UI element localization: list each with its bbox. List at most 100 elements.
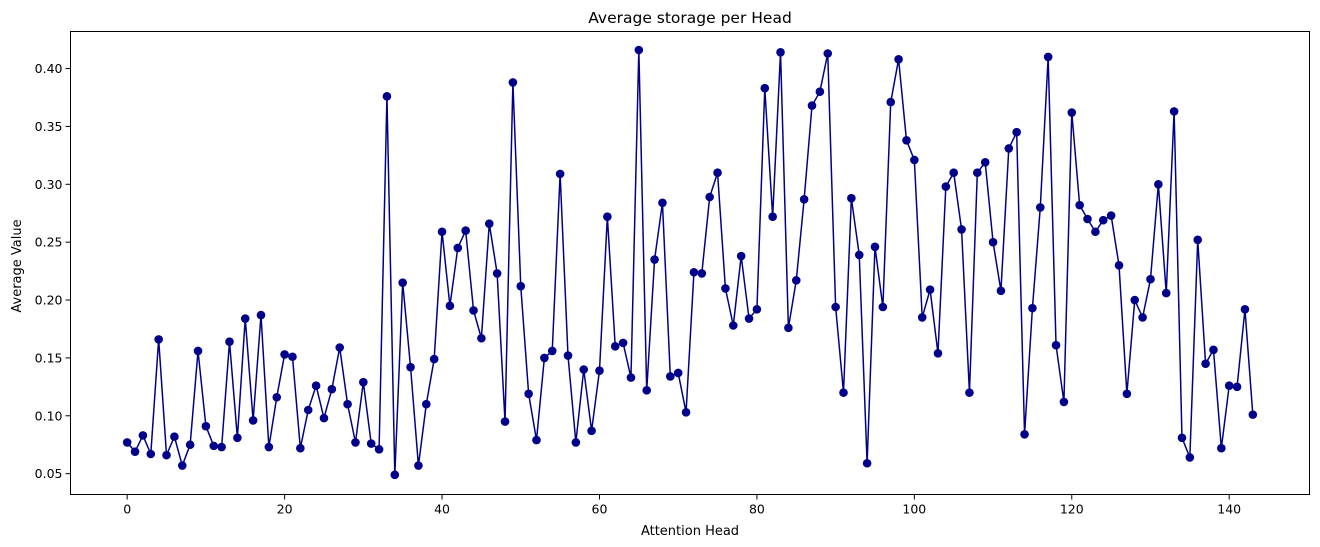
x-axis-ticks: 0 20 40 60 80 100 120 140 bbox=[123, 494, 1241, 517]
data-point bbox=[398, 278, 407, 287]
data-point bbox=[343, 399, 352, 409]
data-point bbox=[185, 440, 195, 450]
data-point bbox=[138, 431, 148, 440]
data-point bbox=[831, 302, 840, 312]
data-point bbox=[610, 342, 620, 351]
data-point bbox=[1130, 295, 1140, 305]
data-point bbox=[957, 225, 966, 234]
data-point bbox=[736, 251, 746, 261]
data-point bbox=[894, 54, 903, 64]
data-point bbox=[209, 441, 219, 451]
data-point bbox=[217, 442, 226, 452]
data-point bbox=[973, 168, 982, 178]
data-point bbox=[752, 305, 762, 314]
data-point bbox=[437, 227, 447, 237]
data-point bbox=[272, 392, 282, 402]
y-tick-label: 0.20 bbox=[35, 293, 63, 308]
data-point bbox=[666, 372, 675, 381]
data-point bbox=[445, 301, 455, 311]
data-point bbox=[248, 416, 258, 425]
data-point bbox=[776, 48, 785, 57]
data-point bbox=[422, 399, 431, 409]
data-point bbox=[626, 373, 636, 382]
x-tick-label: 40 bbox=[434, 502, 450, 517]
data-point bbox=[650, 255, 659, 264]
data-point bbox=[839, 388, 848, 397]
y-axis-label: Average Value bbox=[10, 219, 25, 312]
data-point bbox=[130, 447, 140, 456]
data-point bbox=[791, 276, 801, 285]
data-point bbox=[941, 182, 951, 191]
data-point bbox=[288, 352, 297, 362]
data-point bbox=[689, 267, 699, 277]
data-point bbox=[862, 458, 872, 468]
data-point bbox=[571, 438, 581, 447]
data-point bbox=[642, 386, 652, 395]
data-point bbox=[1232, 382, 1242, 392]
data-point bbox=[815, 87, 825, 96]
data-point bbox=[784, 323, 793, 333]
data-point bbox=[579, 365, 589, 374]
data-point bbox=[154, 335, 163, 344]
data-point bbox=[311, 381, 321, 390]
data-point bbox=[516, 281, 526, 291]
data-point bbox=[500, 417, 510, 426]
data-point bbox=[193, 346, 203, 356]
data-point bbox=[1217, 443, 1226, 453]
data-point bbox=[933, 348, 943, 358]
data-point bbox=[996, 286, 1006, 296]
y-tick-label: 0.35 bbox=[35, 119, 63, 134]
y-tick-label: 0.05 bbox=[35, 466, 63, 481]
data-point bbox=[540, 353, 549, 363]
data-point bbox=[618, 338, 628, 348]
data-point bbox=[327, 384, 337, 394]
data-point bbox=[335, 343, 345, 352]
data-point bbox=[280, 350, 289, 359]
data-point bbox=[949, 168, 958, 178]
y-tick-label: 0.40 bbox=[35, 61, 63, 76]
series-layer bbox=[122, 45, 1258, 480]
data-point bbox=[910, 155, 919, 165]
data-point bbox=[319, 413, 329, 423]
data-point bbox=[1169, 107, 1179, 116]
data-point bbox=[721, 284, 730, 293]
data-point bbox=[225, 337, 234, 347]
data-point bbox=[555, 169, 565, 179]
x-tick-label: 60 bbox=[592, 502, 608, 517]
data-point bbox=[595, 366, 604, 375]
data-point bbox=[366, 439, 376, 448]
data-point bbox=[508, 78, 518, 87]
data-point bbox=[902, 136, 911, 145]
data-point bbox=[1114, 261, 1124, 270]
data-point bbox=[1035, 203, 1045, 212]
data-point bbox=[1098, 215, 1108, 225]
data-point bbox=[768, 212, 777, 221]
data-point bbox=[170, 432, 179, 441]
data-point bbox=[469, 306, 478, 315]
x-tick-label: 140 bbox=[1217, 502, 1241, 517]
data-point bbox=[697, 269, 707, 278]
data-point bbox=[1177, 433, 1187, 443]
y-tick-label: 0.15 bbox=[35, 350, 63, 365]
data-point bbox=[587, 426, 596, 436]
data-point bbox=[1012, 127, 1021, 137]
data-point bbox=[634, 45, 644, 55]
data-point bbox=[681, 408, 691, 417]
x-tick-label: 120 bbox=[1060, 502, 1084, 517]
data-point bbox=[532, 435, 541, 445]
data-point bbox=[240, 314, 250, 323]
x-tick-label: 80 bbox=[749, 502, 765, 517]
data-point bbox=[1161, 288, 1171, 298]
y-axis-ticks: 0.05 0.10 0.15 0.20 0.25 0.30 0.35 0.40 bbox=[35, 61, 71, 481]
data-point bbox=[854, 250, 864, 260]
x-tick-label: 0 bbox=[123, 502, 131, 517]
y-tick-label: 0.10 bbox=[35, 408, 63, 423]
data-point bbox=[1185, 453, 1195, 462]
data-point bbox=[1146, 274, 1155, 284]
x-tick-label: 100 bbox=[902, 502, 926, 517]
data-point bbox=[1059, 397, 1069, 407]
data-point bbox=[146, 449, 156, 459]
data-point bbox=[965, 388, 974, 397]
